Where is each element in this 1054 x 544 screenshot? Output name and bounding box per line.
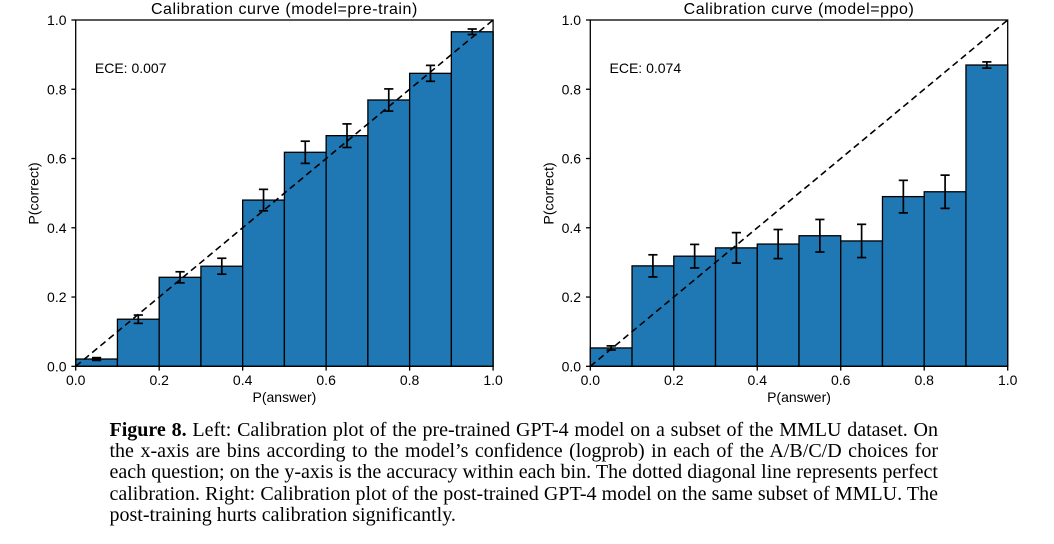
svg-text:ECE: 0.007: ECE: 0.007 bbox=[95, 60, 167, 76]
svg-text:0.2: 0.2 bbox=[47, 289, 67, 305]
svg-text:0.8: 0.8 bbox=[400, 372, 420, 388]
svg-text:P(correct): P(correct) bbox=[541, 162, 557, 224]
svg-text:0.8: 0.8 bbox=[47, 81, 67, 97]
svg-text:0.6: 0.6 bbox=[831, 372, 851, 388]
svg-text:1.0: 1.0 bbox=[998, 372, 1018, 388]
svg-text:0.0: 0.0 bbox=[562, 358, 582, 374]
svg-text:1.0: 1.0 bbox=[562, 12, 582, 28]
svg-text:P(answer): P(answer) bbox=[767, 389, 831, 405]
svg-text:0.2: 0.2 bbox=[562, 289, 582, 305]
svg-text:0.4: 0.4 bbox=[233, 372, 253, 388]
svg-text:0.0: 0.0 bbox=[47, 358, 67, 374]
svg-text:0.2: 0.2 bbox=[664, 372, 684, 388]
svg-text:0.8: 0.8 bbox=[914, 372, 934, 388]
svg-text:0.4: 0.4 bbox=[748, 372, 768, 388]
svg-text:0.6: 0.6 bbox=[316, 372, 336, 388]
svg-text:Calibration curve (model=ppo): Calibration curve (model=ppo) bbox=[684, 1, 915, 18]
svg-text:P(correct): P(correct) bbox=[27, 162, 43, 224]
svg-text:P(answer): P(answer) bbox=[253, 389, 317, 405]
svg-text:Calibration curve (model=pre-t: Calibration curve (model=pre-train) bbox=[151, 1, 418, 18]
svg-text:0.2: 0.2 bbox=[149, 372, 169, 388]
svg-text:0.6: 0.6 bbox=[562, 151, 582, 167]
svg-text:0.0: 0.0 bbox=[66, 372, 86, 388]
svg-text:0.0: 0.0 bbox=[581, 372, 601, 388]
svg-text:0.4: 0.4 bbox=[562, 220, 582, 236]
svg-text:1.0: 1.0 bbox=[47, 12, 67, 28]
svg-text:ECE: 0.074: ECE: 0.074 bbox=[610, 60, 682, 76]
svg-text:1.0: 1.0 bbox=[483, 372, 503, 388]
svg-text:0.6: 0.6 bbox=[47, 151, 67, 167]
svg-text:0.8: 0.8 bbox=[562, 81, 582, 97]
svg-text:0.4: 0.4 bbox=[47, 220, 67, 236]
